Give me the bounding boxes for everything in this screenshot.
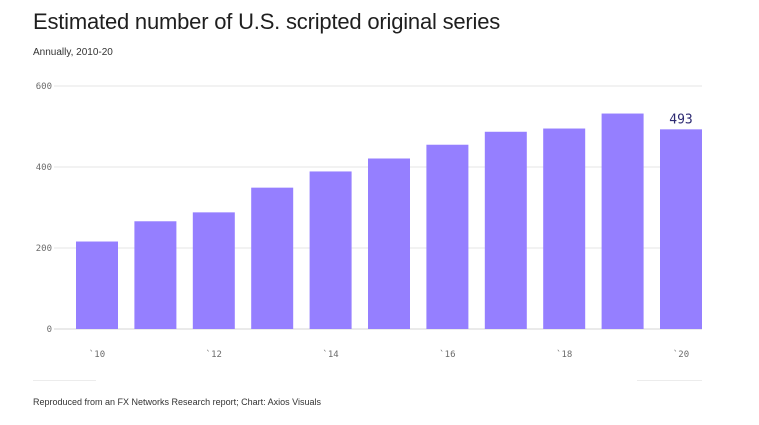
label-layer: 600 400 200 0 `10 `12 `14 `16 `18 `20 493 [36, 82, 693, 360]
bar-2011 [134, 221, 177, 329]
footer-rule-right [637, 380, 702, 381]
bar-2012 [192, 212, 235, 329]
bar-2016 [426, 144, 469, 329]
y-tick-label: 200 [36, 244, 52, 254]
bar-2015 [368, 158, 410, 329]
x-tick-label: `20 [673, 349, 689, 360]
chart-title: Estimated number of U.S. scripted origin… [33, 9, 501, 34]
bar-2020 [660, 129, 702, 329]
chart-subtitle: Annually, 2010-20 [33, 47, 113, 58]
bar-2013 [251, 187, 294, 329]
y-tick-label: 600 [36, 82, 52, 92]
bar-chart: 600 400 200 0 `10 `12 `14 `16 `18 `20 493 [36, 82, 702, 360]
x-tick-label: `18 [556, 349, 572, 360]
bar-2010 [76, 241, 118, 329]
bar-2018 [543, 128, 586, 329]
bar-2019 [601, 113, 644, 329]
footer-rule-left [33, 380, 96, 381]
x-tick-label: `10 [89, 349, 105, 360]
x-tick-label: `14 [322, 349, 338, 360]
y-tick-label: 400 [36, 163, 52, 173]
bar-2017 [484, 131, 527, 329]
x-tick-label: `12 [206, 349, 222, 360]
data-label-2020: 493 [669, 112, 692, 127]
bar-2014 [309, 171, 352, 329]
bar-layer [76, 113, 702, 329]
x-tick-label: `16 [439, 349, 455, 360]
source-note: Reproduced from an FX Networks Research … [33, 397, 321, 407]
y-tick-label: 0 [47, 325, 52, 335]
